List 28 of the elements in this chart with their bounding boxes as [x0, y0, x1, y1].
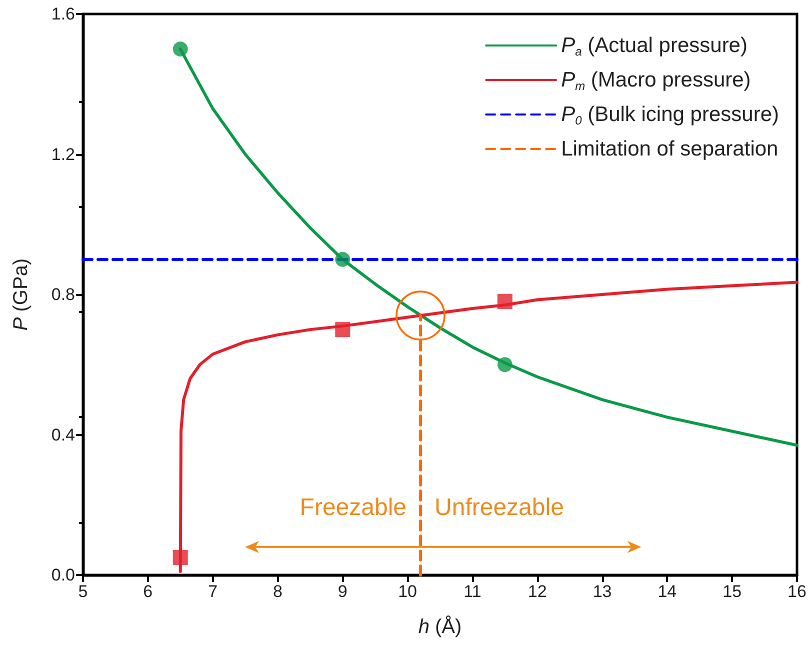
annotation: Unfreezable	[434, 494, 564, 522]
x-tick-label: 8	[272, 582, 282, 601]
y-axis-title: P (GPa)	[10, 258, 32, 331]
x-tick-label: 6	[143, 582, 153, 601]
point	[172, 550, 188, 565]
y-tick-label: 0.4	[51, 425, 75, 444]
x-tick-label: 12	[528, 582, 547, 601]
x-tick-label: 9	[338, 582, 348, 601]
y-tick-label: 1.6	[51, 4, 75, 24]
y-tick-label: 0.8	[51, 285, 75, 304]
point	[497, 294, 512, 310]
x-tick-label: 11	[464, 582, 482, 601]
legend-label: Limitation of separation	[561, 138, 778, 160]
annotation: Freezable	[300, 494, 407, 522]
x-tick-label: 10	[398, 582, 418, 601]
point	[172, 42, 188, 57]
x-tick-label: 15	[722, 582, 742, 601]
point	[335, 322, 350, 338]
x-tick-label: 16	[788, 582, 806, 601]
x-tick-label: 5	[78, 582, 88, 601]
point	[497, 357, 512, 372]
x-tick-label: 13	[592, 582, 612, 601]
point	[335, 252, 350, 267]
y-tick-label: 1.2	[51, 144, 75, 164]
y-tick-label: 0.0	[51, 566, 75, 584]
x-tick-label: 7	[208, 582, 218, 601]
x-axis-title: h (Å)	[418, 615, 462, 638]
x-tick-label: 14	[658, 582, 677, 601]
